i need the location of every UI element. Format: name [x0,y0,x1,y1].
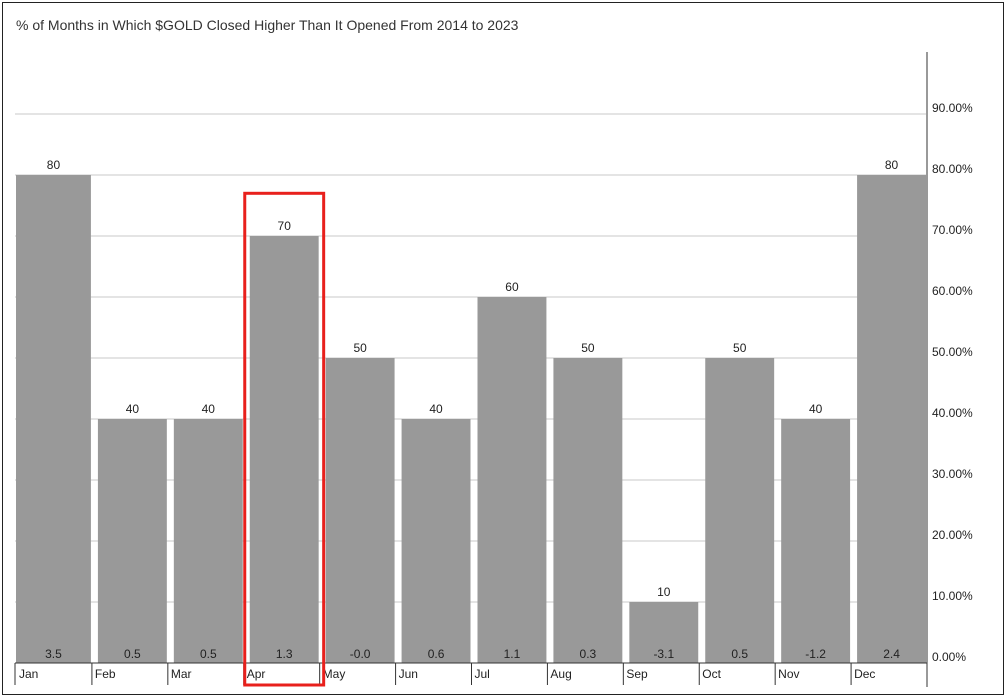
y-tick-label: 30.00% [932,467,973,481]
bar-secondary-label: -1.2 [805,647,826,661]
bar-secondary-label: 0.5 [200,647,217,661]
bar-secondary-label: 0.3 [580,647,597,661]
bar-secondary-label: 0.6 [428,647,445,661]
x-tick-label: Mar [171,667,192,681]
highlight-box [243,191,326,687]
y-tick-label: 10.00% [932,589,973,603]
x-tick-label: May [323,667,346,681]
bar-mar [173,419,243,663]
bar-value-label: 80 [47,158,61,172]
x-tick-label: Jul [475,667,490,681]
bar-value-label: 40 [429,402,443,416]
x-tick-label: Feb [95,667,116,681]
chart-title: % of Months in Which $GOLD Closed Higher… [16,17,519,33]
bar-secondary-label: -0.0 [350,647,371,661]
axes: 0.00% 10.00% 20.00% 30.00% 40.00% 50.00% 60.00… [14,52,973,687]
x-tick-label: Apr [247,667,266,681]
x-tick-label: Jun [399,667,418,681]
bar-sep [629,602,699,663]
bar-value-label: 40 [126,402,140,416]
bar-may [325,358,395,663]
x-tick-label: Sep [626,667,648,681]
y-tick-label: 80.00% [932,162,973,176]
x-tick-label: Oct [702,667,721,681]
y-tick-label: 70.00% [932,223,973,237]
bar-dec [857,175,926,663]
bar-value-label: 10 [657,585,671,599]
bar-value-label: 50 [581,341,595,355]
bar-value-label: 40 [202,402,216,416]
bar-secondary-label: 0.5 [124,647,141,661]
y-tick-label: 20.00% [932,528,973,542]
bar-secondary-label: 1.3 [276,647,293,661]
bar-apr [249,236,319,663]
y-tick-label: 60.00% [932,284,973,298]
bar-secondary-label: 2.4 [883,647,900,661]
x-tick-label: Aug [550,667,571,681]
bars: 80 3.5 40 0.5 40 0.5 70 1.3 50 -0.0 40 0.6 60 1.1 50 0.… [16,158,926,663]
y-tick-label: 0.00% [932,650,966,664]
bar-jun [401,419,471,663]
highlight-rectangle [243,191,326,687]
bar-secondary-label: 3.5 [45,647,62,661]
y-tick-label: 40.00% [932,406,973,420]
bar-secondary-label: -3.1 [653,647,674,661]
bar-value-label: 50 [353,341,367,355]
bar-value-label: 60 [505,280,519,294]
x-tick-label: Jan [19,667,38,681]
bar-value-label: 40 [809,402,823,416]
bar-value-label: 70 [278,219,292,233]
x-tick-label: Nov [778,667,799,681]
bar-jan [16,175,91,663]
bar-jul [477,297,547,663]
bar-oct [705,358,775,663]
bar-secondary-label: 0.5 [731,647,748,661]
bar-aug [553,358,623,663]
bar-secondary-label: 1.1 [504,647,521,661]
y-tick-label: 50.00% [932,345,973,359]
y-tick-label: 90.00% [932,101,973,115]
x-tick-label: Dec [854,667,875,681]
bar-nov [781,419,851,663]
bar-value-label: 80 [885,158,899,172]
bar-feb [97,419,167,663]
bar-value-label: 50 [733,341,747,355]
